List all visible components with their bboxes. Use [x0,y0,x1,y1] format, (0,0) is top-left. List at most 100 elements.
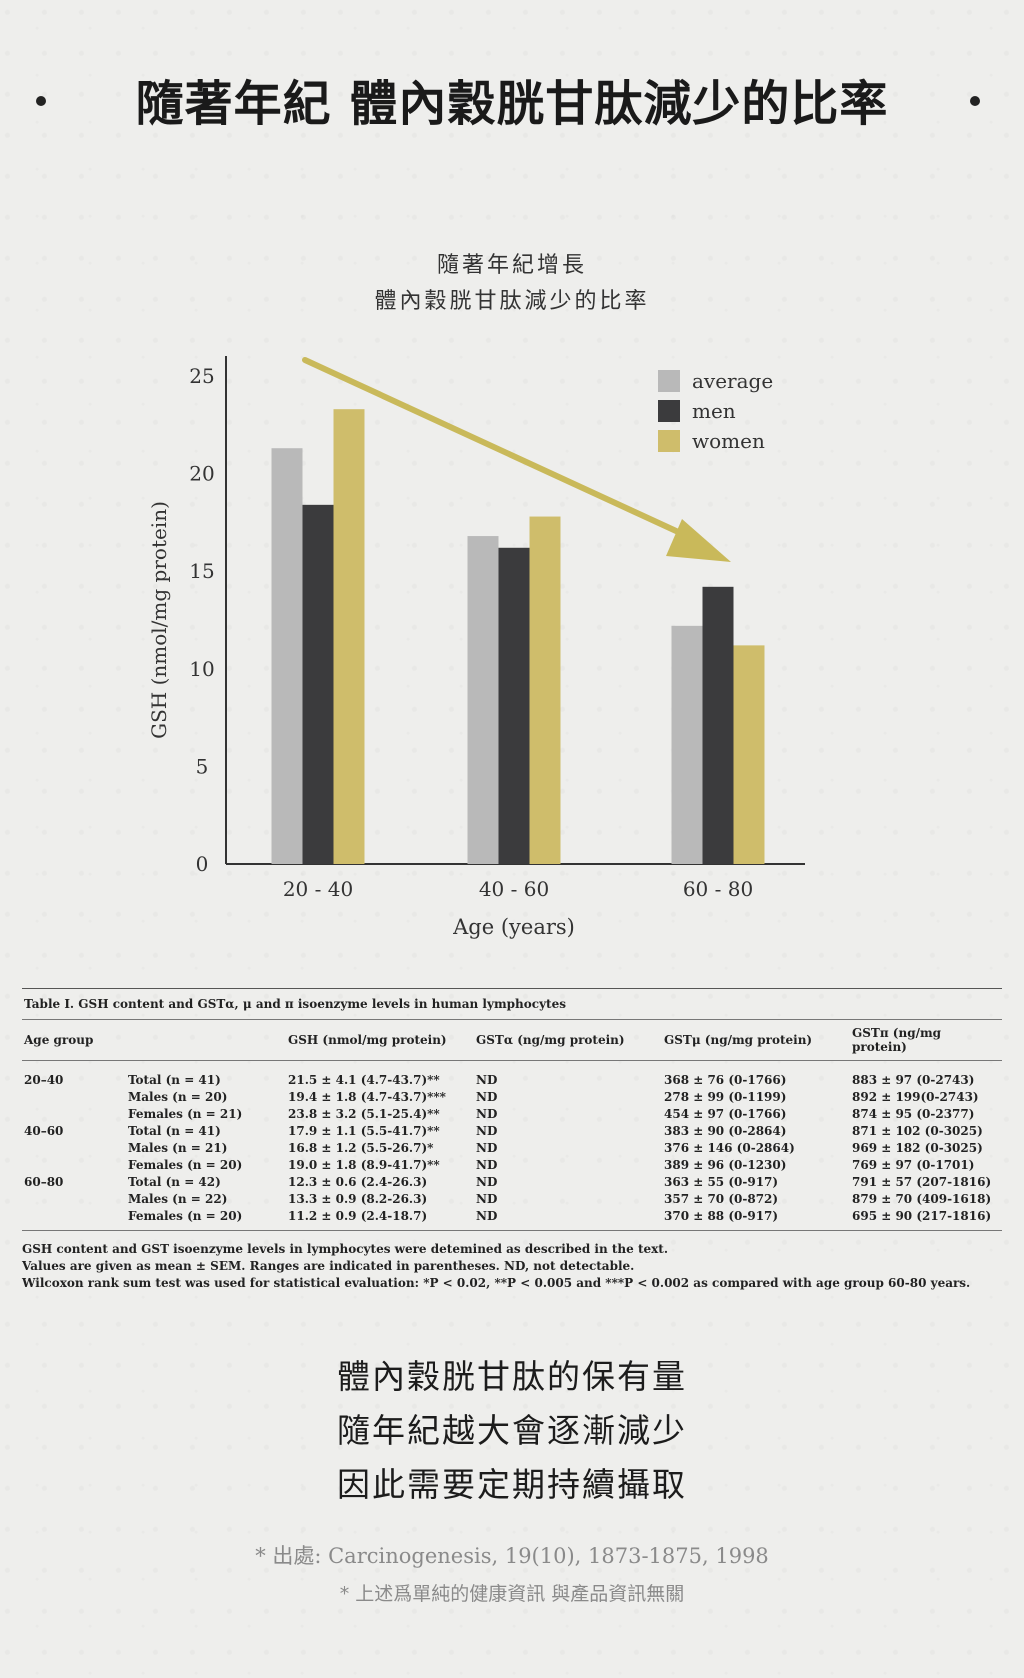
table-cell: Total (n = 41) [128,1123,221,1138]
table-row: 40–60 Total (n = 41) 17.9 ± 1.1 (5.5-41.7)… [22,1122,1002,1139]
table-row: Males (n = 21) 16.8 ± 1.2 (5.5-26.7)* ND 37… [22,1139,1002,1156]
table-cell: 383 ± 90 (0-2864) [664,1123,787,1138]
headline: 隨著年紀 體內穀胱甘肽減少的比率 [0,58,1024,138]
table-header-cell: GSTπ (ng/mg protein) [850,1019,1002,1061]
table-cell: 368 ± 76 (0-1766) [664,1072,787,1087]
x-axis-label: Age (years) [452,915,575,939]
x-tick-label: 60 - 80 [683,877,753,901]
table-cell: ND [476,1157,498,1172]
table-cell: ND [476,1191,498,1206]
table-row: Males (n = 22) 13.3 ± 0.9 (8.2-26.3) ND 357… [22,1190,1002,1207]
table-label: Table I. [24,997,75,1011]
table-cell [22,1156,126,1173]
table-cell [22,1207,126,1231]
table-cell: Females (n = 21) [128,1106,243,1121]
table-header-cell: GSH (nmol/mg protein) [286,1019,474,1061]
table-cell: ND [474,1207,662,1231]
table-cell: 16.8 ± 1.2 (5.5-26.7)* [288,1140,434,1155]
table-cell: 874 ± 95 (0-2377) [852,1106,975,1121]
table-cell: 12.3 ± 0.6 (2.4-26.3) [288,1174,428,1189]
legend-swatch-average [658,370,680,392]
legend-swatch-women [658,430,680,452]
table-cell: 11.2 ± 0.9 (2.4-18.7) [286,1207,474,1231]
table-title: Table I. GSH content and GSTα, μ and π i… [22,988,1002,1019]
table-cell: ND [476,1123,498,1138]
table-cell [22,1190,126,1207]
table-body: 20–40 Total (n = 41) 21.5 ± 4.1 (4.7-43.7)… [22,1061,1002,1231]
table-cell [22,1139,126,1156]
trend-arrow-line [302,357,703,545]
table-cell: 20–40 [24,1072,64,1087]
table-header-cell: Age group [22,1019,126,1061]
y-tick-label: 15 [189,559,214,583]
disclaimer: * 上述爲單純的健康資訊 與產品資訊無關 [339,1583,685,1605]
footnote-line: Values are given as mean ± SEM. Ranges a… [22,1259,635,1273]
summary-line-2: 隨年紀越大會逐漸減少 [337,1411,687,1450]
table-cell: 370 ± 88 (0-917) [662,1207,850,1231]
bullet-dot-right [970,96,980,106]
chart-title-line-1: 隨著年紀增長 [437,253,587,278]
table-header-cell: GSTμ (ng/mg protein) [662,1019,850,1061]
data-table-section: Table I. GSH content and GSTα, μ and π i… [22,988,1002,1292]
y-tick-label: 10 [189,657,214,681]
trend-arrow-head [666,519,731,562]
summary-text: 體內穀胱甘肽的保有量 隨年紀越大會逐漸減少 因此需要定期持續攝取 [0,1350,1024,1512]
chart-title-line-2: 體內穀胱甘肽減少的比率 [374,289,649,314]
bullet-dot-left [36,96,46,106]
table-cell: 23.8 ± 3.2 (5.1-25.4)** [288,1106,440,1121]
y-tick-label: 20 [189,462,214,486]
table-cell: Males (n = 20) [128,1089,228,1104]
table-cell: 883 ± 97 (0-2743) [852,1072,975,1087]
footnote-line: GSH content and GST isoenzyme levels in … [22,1242,668,1256]
table-row: Females (n = 20) 11.2 ± 0.9 (2.4-18.7) ND 3… [22,1207,1002,1231]
bar-men-2 [498,547,530,864]
bar-average-1 [271,448,303,864]
table-cell: 278 ± 99 (0-1199) [664,1089,787,1104]
bar-women-1 [333,409,365,864]
table-cell: 40–60 [24,1123,64,1138]
summary-line-3: 因此需要定期持續攝取 [337,1465,687,1504]
bar-women-2 [529,516,561,864]
bar-men-1 [302,504,334,864]
y-tick-label: 0 [196,852,209,876]
table-cell: 695 ± 90 (217-1816) [850,1207,1002,1231]
table-cell [22,1105,126,1122]
y-axis-label: GSH (nmol/mg protein) [147,501,171,739]
table-header-cell [126,1019,286,1061]
table-cell: 19.4 ± 1.8 (4.7-43.7)*** [288,1089,446,1104]
table-cell: Males (n = 22) [128,1191,228,1206]
legend-label-men: men [692,399,736,423]
table-row: Females (n = 21) 23.8 ± 3.2 (5.1-25.4)** N… [22,1105,1002,1122]
table-cell: 21.5 ± 4.1 (4.7-43.7)** [288,1072,440,1087]
table-cell: ND [476,1089,498,1104]
y-tick-label: 5 [196,754,209,778]
x-tick-label: 40 - 60 [479,877,549,901]
table-header-row: Age group GSH (nmol/mg protein) GSTα (ng/m… [22,1019,1002,1061]
legend-swatch-men [658,400,680,422]
table-cell: Females (n = 20) [126,1207,286,1231]
table-cell: Males (n = 21) [128,1140,228,1155]
table-cell: ND [476,1106,498,1121]
table-cell: Females (n = 20) [128,1157,243,1172]
table-cell: 357 ± 70 (0-872) [664,1191,779,1206]
y-tick-label: 25 [189,364,214,388]
table-cell: Total (n = 42) [128,1174,221,1189]
table-cell: 769 ± 97 (0-1701) [852,1157,975,1172]
footnote-line: Wilcoxon rank sum test was used for stat… [22,1276,971,1290]
table-cell: 871 ± 102 (0-3025) [852,1123,983,1138]
source-citation: * 出處: Carcinogenesis, 19(10), 1873-1875,… [255,1544,769,1568]
table-header-cell: GSTα (ng/mg protein) [474,1019,662,1061]
table-row: Females (n = 20) 19.0 ± 1.8 (8.9-41.7)** N… [22,1156,1002,1173]
table-cell: 791 ± 57 (207-1816) [852,1174,992,1189]
table-cell: 969 ± 182 (0-3025) [852,1140,983,1155]
table-cell: 376 ± 146 (0-2864) [664,1140,795,1155]
summary-line-1: 體內穀胱甘肽的保有量 [337,1357,687,1396]
bar-women-3 [733,645,765,864]
legend-label-women: women [692,429,765,453]
legend-label-average: average [692,369,773,393]
table-cell: 13.3 ± 0.9 (8.2-26.3) [288,1191,428,1206]
table-cell [22,1088,126,1105]
bar-average-3 [671,625,703,864]
gsh-table: Age group GSH (nmol/mg protein) GSTα (ng/m… [22,1019,1002,1231]
